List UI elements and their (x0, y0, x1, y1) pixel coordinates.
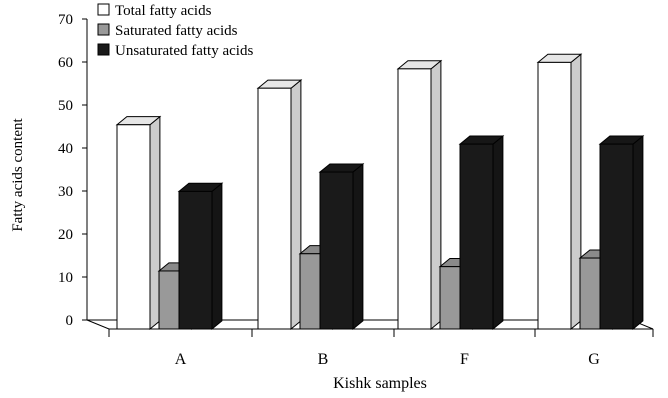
bar-front (116, 124, 151, 330)
legend-label: Total fatty acids (115, 3, 212, 19)
bar (458, 134, 505, 331)
bar-side (492, 134, 504, 331)
bar (177, 182, 224, 331)
bar (256, 79, 303, 331)
bar-front (178, 190, 213, 330)
x-tick-label: B (318, 351, 329, 368)
bar-side (570, 53, 582, 331)
bar (115, 115, 162, 331)
bar-side (632, 134, 644, 331)
x-tick-label: G (588, 351, 600, 368)
legend-swatch (97, 3, 110, 16)
y-tick-label: 70 (58, 12, 73, 28)
y-tick-label: 50 (58, 98, 73, 114)
y-axis-title: Fatty acids content (10, 118, 26, 232)
y-tick-label: 0 (66, 313, 74, 329)
bar-side (211, 182, 223, 331)
legend-label: Saturated fatty acids (115, 23, 238, 39)
x-tick-label: A (175, 351, 187, 368)
legend-swatch (97, 23, 110, 36)
x-tick-label: F (460, 351, 469, 368)
bar-front (459, 143, 494, 330)
legend-swatch (97, 43, 110, 56)
bar-front (397, 68, 432, 330)
bar-front (319, 171, 354, 330)
y-tick-label: 20 (58, 227, 73, 243)
legend-label: Unsaturated fatty acids (115, 43, 253, 59)
legend: Total fatty acids Saturated fatty acids Un… (97, 3, 253, 59)
y-tick-label: 30 (58, 184, 73, 200)
bar (396, 59, 443, 331)
x-axis-title: Kishk samples (333, 375, 427, 392)
y-tick-label: 10 (58, 270, 73, 286)
bar-side (149, 115, 161, 331)
bar-side (352, 162, 364, 331)
bar (318, 162, 365, 331)
bar (536, 53, 583, 331)
bars (115, 53, 645, 331)
bar (598, 134, 645, 331)
bar-front (257, 87, 292, 330)
bar-side (290, 79, 302, 331)
y-tick-label: 40 (58, 141, 73, 157)
bar-front (599, 143, 634, 330)
bar-front (537, 61, 572, 330)
y-tick-label: 60 (58, 55, 73, 71)
bar-side (430, 59, 442, 331)
